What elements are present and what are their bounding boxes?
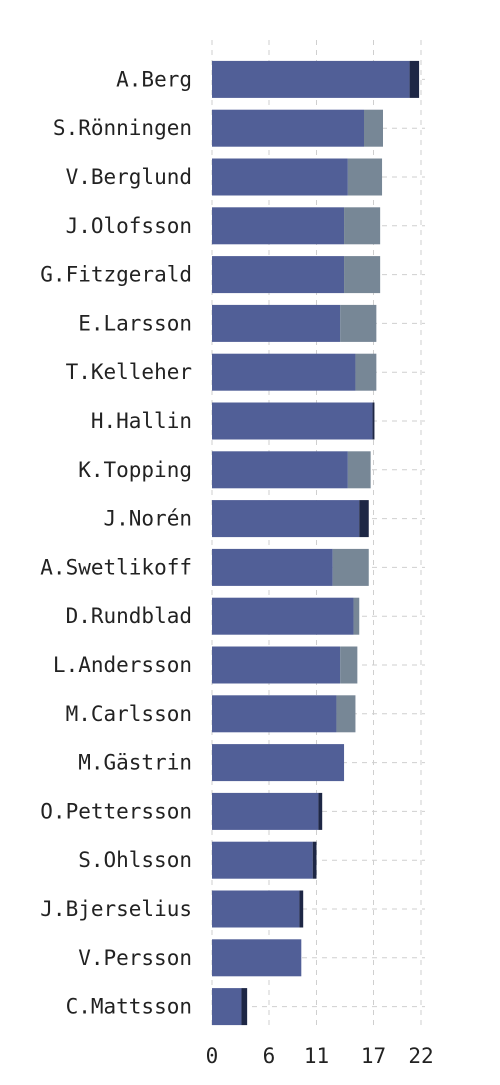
category-label: J.Bjerselius bbox=[40, 897, 192, 921]
category-label: J.Olofsson bbox=[66, 214, 192, 238]
bar-segment-series-1 bbox=[212, 890, 300, 928]
bar-segment-series-1 bbox=[212, 988, 242, 1026]
bar-layer bbox=[212, 60, 420, 1026]
bar-segment-series-1 bbox=[212, 939, 302, 977]
bar-segment-series-2 bbox=[344, 256, 381, 294]
bar-segment-series-1 bbox=[212, 402, 373, 440]
category-labels: A.Berg S.Rönningen V.Berglund J.Olofsson G.F… bbox=[40, 67, 192, 1018]
x-tick-label: 17 bbox=[361, 1044, 386, 1068]
category-label: A.Swetlikoff bbox=[40, 555, 192, 579]
category-label: L.Andersson bbox=[53, 653, 192, 677]
category-label: T.Kelleher bbox=[66, 360, 192, 384]
x-axis-ticks: 0 6 11 17 22 bbox=[206, 1044, 434, 1068]
category-label: J.Norén bbox=[103, 507, 192, 531]
bar-segment-series-1 bbox=[212, 646, 341, 684]
category-label: S.Ohlsson bbox=[78, 848, 192, 872]
category-label: H.Hallin bbox=[91, 409, 192, 433]
category-label: G.Fitzgerald bbox=[40, 263, 192, 287]
bar-segment-series-3 bbox=[299, 890, 304, 928]
bar-segment-series-1 bbox=[212, 841, 313, 879]
bar-segment-series-1 bbox=[212, 500, 360, 538]
category-label: S.Rönningen bbox=[53, 116, 192, 140]
category-label: K.Topping bbox=[78, 458, 192, 482]
bar-segment-series-1 bbox=[212, 60, 410, 98]
bar-segment-series-2 bbox=[340, 304, 377, 342]
category-label: O.Pettersson bbox=[40, 799, 192, 823]
category-label: D.Rundblad bbox=[66, 604, 192, 628]
x-tick-label: 22 bbox=[408, 1044, 433, 1068]
bar-segment-series-3 bbox=[312, 841, 317, 879]
x-tick-label: 0 bbox=[206, 1044, 219, 1068]
bar-segment-series-2 bbox=[355, 353, 377, 391]
bar-segment-series-1 bbox=[212, 451, 348, 489]
bar-segment-series-2 bbox=[340, 646, 358, 684]
bar-segment-series-1 bbox=[212, 109, 364, 147]
bar-segment-series-1 bbox=[212, 207, 345, 245]
bar-segment-series-2 bbox=[353, 597, 360, 635]
bar-segment-series-3 bbox=[359, 500, 369, 538]
bar-segment-series-1 bbox=[212, 353, 356, 391]
bar-segment-series-2 bbox=[364, 109, 383, 147]
bar-segment-series-1 bbox=[212, 597, 354, 635]
bar-segment-series-1 bbox=[212, 158, 348, 196]
category-label: M.Carlsson bbox=[66, 702, 192, 726]
bar-segment-series-2 bbox=[332, 548, 369, 586]
bar-segment-series-2 bbox=[347, 158, 383, 196]
x-tick-label: 11 bbox=[304, 1044, 329, 1068]
bar-segment-series-1 bbox=[212, 695, 337, 733]
bar-segment-series-2 bbox=[347, 451, 371, 489]
bar-segment-series-1 bbox=[212, 744, 345, 782]
bar-segment-series-1 bbox=[212, 256, 345, 294]
category-label: C.Mattsson bbox=[66, 995, 192, 1019]
bar-segment-series-3 bbox=[241, 988, 248, 1026]
bar-segment-series-3 bbox=[409, 60, 420, 98]
x-tick-label: 6 bbox=[263, 1044, 276, 1068]
category-label: V.Berglund bbox=[66, 165, 192, 189]
bar-segment-series-1 bbox=[212, 304, 341, 342]
category-label: A.Berg bbox=[116, 67, 192, 91]
bar-segment-series-1 bbox=[212, 792, 319, 830]
bar-segment-series-3 bbox=[372, 402, 375, 440]
bar-segment-series-1 bbox=[212, 548, 333, 586]
category-label: M.Gästrin bbox=[78, 751, 192, 775]
category-label: V.Persson bbox=[78, 946, 192, 970]
bar-segment-series-2 bbox=[336, 695, 356, 733]
bar-segment-series-3 bbox=[318, 792, 323, 830]
category-label: E.Larsson bbox=[78, 311, 192, 335]
bar-segment-series-2 bbox=[344, 207, 381, 245]
